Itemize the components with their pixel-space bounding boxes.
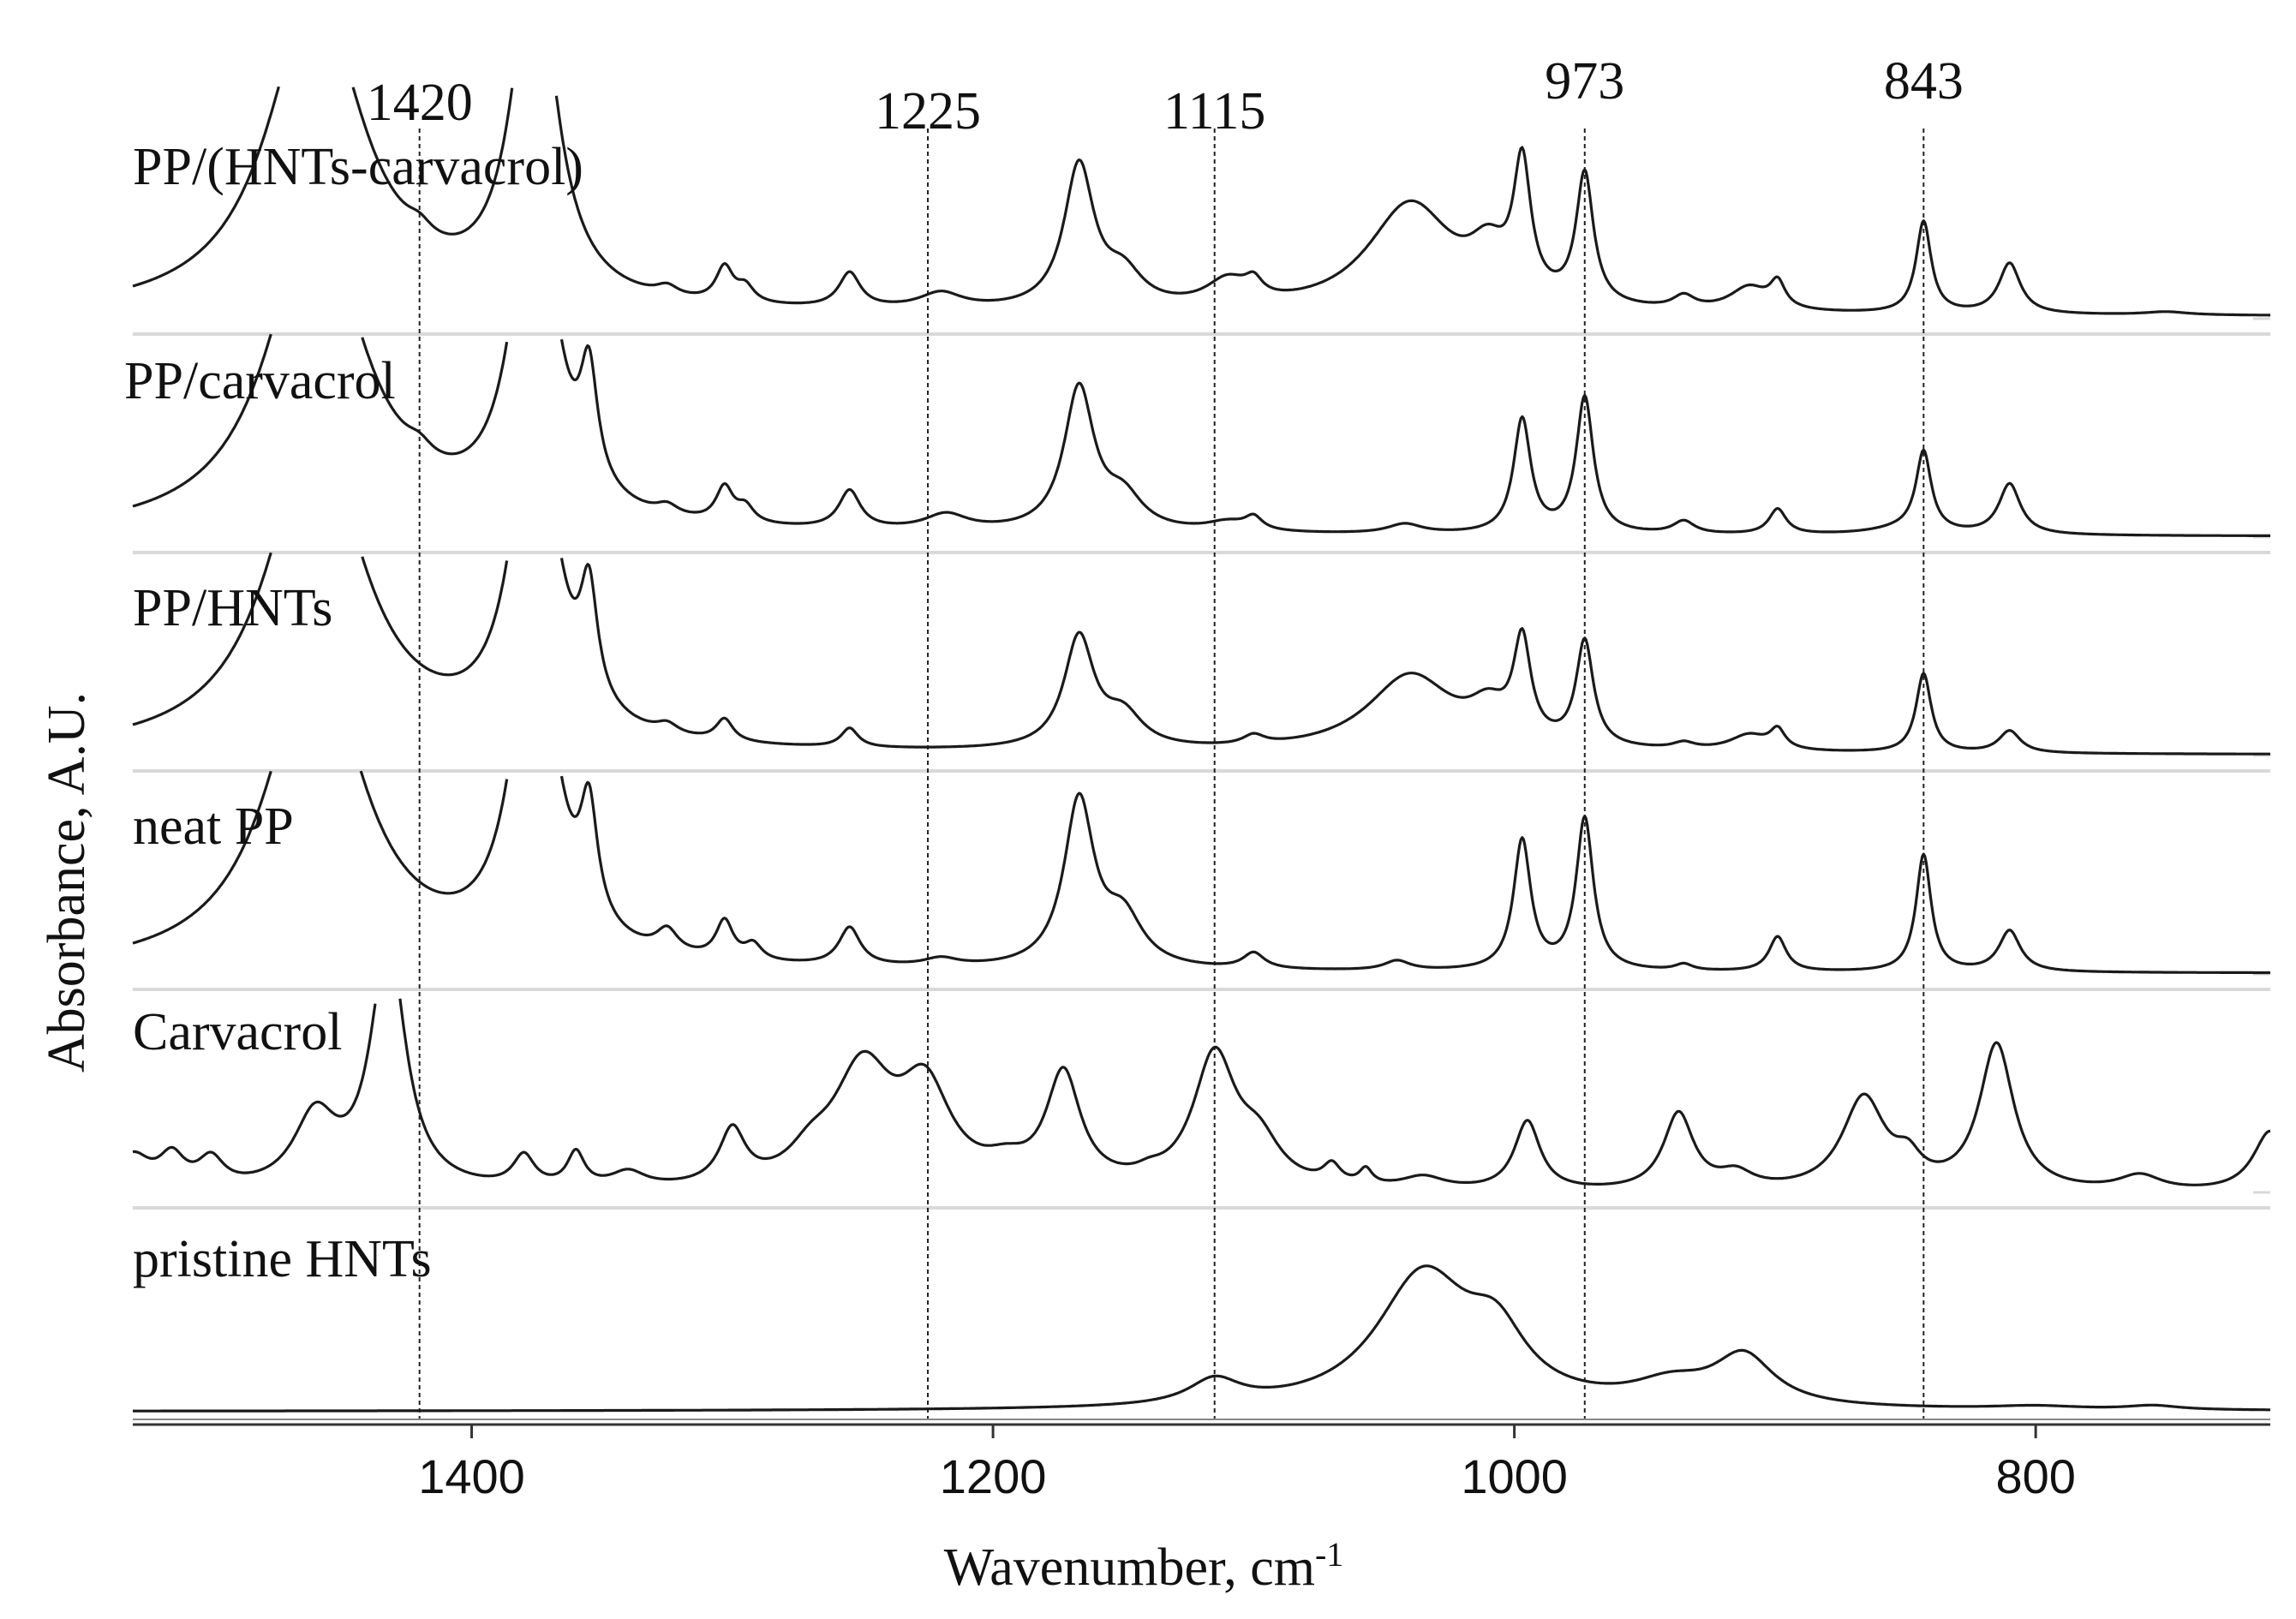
x-axis [133, 1419, 2270, 1426]
series-line-pp-hnts-carvacrol [132, 86, 2271, 317]
marker-label-1420: 1420 [367, 74, 473, 132]
x-tick-label: 1400 [418, 1449, 525, 1503]
marker-label-1225: 1225 [875, 82, 981, 140]
spectra-series [132, 86, 2271, 1413]
marker-label-1115: 1115 [1163, 82, 1265, 140]
series-line-pp-hnts [132, 552, 2271, 756]
series-labels: PP/(HNTs-carvacrol) PP/carvacrol PP/HNTs ne… [124, 138, 583, 1288]
series-line-neat-pp [132, 770, 2271, 975]
series-label-carvacrol: Carvacrol [133, 1003, 342, 1061]
marker-label-843: 843 [1884, 52, 1964, 111]
peak-marker-lines [418, 128, 1925, 1425]
series-line-pp-carvacrol [132, 333, 2271, 537]
x-tick-labels: 1400 1200 1000 800 [418, 1425, 2076, 1503]
x-tick-label: 1200 [940, 1449, 1047, 1503]
series-label-pristine-hnts: pristine HNTs [133, 1230, 432, 1288]
panel-separators [133, 317, 2270, 1210]
peak-marker-labels: 1420 1225 1115 973 843 [367, 52, 1964, 140]
series-line-pristine-hnts [132, 1264, 2271, 1413]
series-label-pp-hnts: PP/HNTs [133, 579, 332, 637]
marker-label-973: 973 [1545, 52, 1624, 111]
x-axis-label: Wavenumber, cm-1 [944, 1535, 1344, 1597]
series-label-neat-pp: neat PP [133, 798, 294, 856]
x-tick-label: 800 [1995, 1449, 2075, 1503]
y-axis-label: Absorbance, A.U. [38, 692, 96, 1072]
series-label-pp-carvacrol: PP/carvacrol [124, 352, 396, 410]
series-line-carvacrol [132, 998, 2271, 1186]
x-tick-label: 1000 [1461, 1449, 1568, 1503]
series-label-pp-hnts-carvacrol: PP/(HNTs-carvacrol) [133, 138, 583, 196]
